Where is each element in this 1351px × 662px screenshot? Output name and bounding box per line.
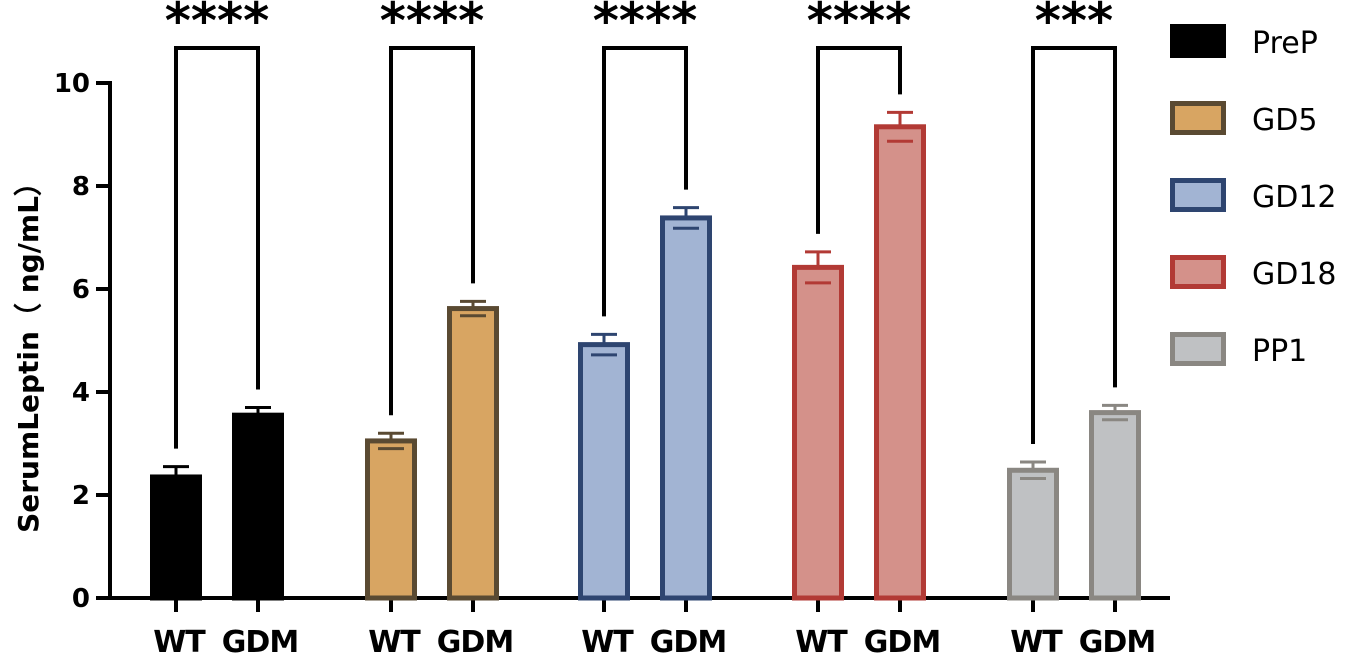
x-label-GD12-GDM: GDM: [650, 625, 726, 660]
significance-layer: **** **** **** **** ***: [165, 0, 1117, 449]
legend-label-GD18: GD18: [1252, 257, 1337, 292]
significance-bracket-GD18: [816, 46, 902, 234]
bar-PreP-GDM: [232, 412, 284, 601]
significance-bracket-PreP: [174, 46, 260, 449]
bar-GD5-GDM: [447, 306, 499, 601]
legend-swatch-PreP: [1170, 24, 1226, 58]
x-label-GD12-WT: WT: [581, 625, 634, 660]
y-axis-title: SerumLeptin（ ng/mL）: [12, 168, 45, 533]
significance-label-PP1: ***: [1035, 0, 1113, 50]
bar-GD12-GDM: [660, 215, 712, 601]
legend-label-GD5: GD5: [1252, 103, 1317, 138]
significance-label-GD18: ****: [807, 0, 912, 50]
x-label-PP1-WT: WT: [1010, 625, 1063, 660]
bar-GD18-GDM: [874, 124, 926, 601]
y-tick-label-0: 0: [72, 584, 90, 614]
bar-PP1-WT: [1007, 467, 1059, 601]
bar-PP1-GDM: [1089, 410, 1141, 601]
legend-swatch-PP1: [1170, 332, 1226, 366]
x-label-GD5-GDM: GDM: [437, 625, 513, 660]
x-label-GD5-WT: WT: [368, 625, 421, 660]
legend-swatch-GD18: [1170, 255, 1226, 289]
x-label-PreP-GDM: GDM: [222, 625, 298, 660]
legend-label-GD12: GD12: [1252, 180, 1337, 215]
x-label-PreP-WT: WT: [153, 625, 206, 660]
significance-bracket-GD5: [389, 46, 475, 416]
legend-swatch-GD12: [1170, 178, 1226, 212]
x-label-GD18-GDM: GDM: [864, 625, 940, 660]
bars-layer: [150, 110, 1141, 601]
legend-label-PP1: PP1: [1252, 334, 1307, 369]
significance-bracket-GD12: [602, 46, 688, 317]
bar-PreP-WT: [150, 474, 202, 601]
significance-label-GD5: ****: [380, 0, 485, 50]
legend-label-PreP: PreP: [1252, 26, 1318, 61]
significance-label-PreP: ****: [165, 0, 270, 50]
significance-label-GD12: ****: [593, 0, 698, 50]
legend: PreP GD5 GD12 GD18 PP1: [1170, 24, 1337, 369]
x-label-GD18-WT: WT: [795, 625, 848, 660]
y-tick-label-6: 6: [72, 275, 90, 305]
bar-GD18-WT: [792, 264, 844, 601]
x-label-PP1-GDM: GDM: [1079, 625, 1155, 660]
y-tick-label-4: 4: [72, 378, 90, 408]
y-tick-label-10: 10: [54, 69, 90, 99]
bar-GD12-WT: [578, 342, 630, 601]
y-tick-label-8: 8: [72, 172, 90, 202]
significance-bracket-PP1: [1031, 46, 1117, 445]
legend-swatch-GD5: [1170, 101, 1226, 135]
y-tick-label-2: 2: [72, 481, 90, 511]
bar-GD5-WT: [365, 438, 417, 601]
axes: 0 2 4 6 8 10 SerumLeptin（ ng/mL） WT GDM WT GDM WT GD…: [12, 69, 1170, 660]
